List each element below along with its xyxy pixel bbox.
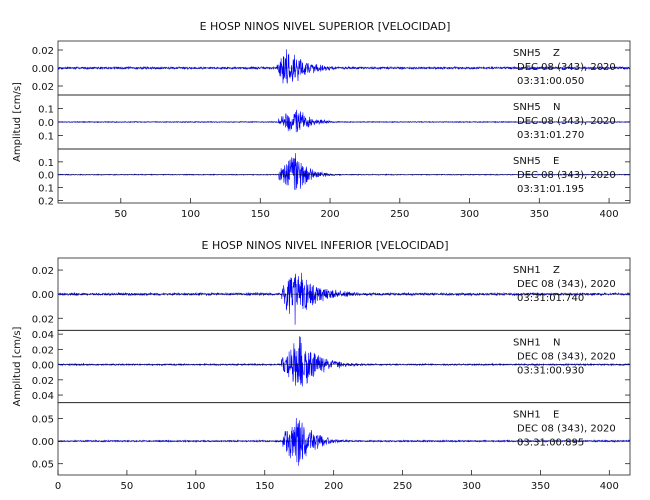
panel-2: E HOSP NINOS NIVEL INFERIOR [VELOCIDAD] A…: [12, 239, 631, 492]
x-tick-label: 300: [460, 209, 479, 220]
x-tick-label: 250: [390, 209, 409, 220]
trace-snh1-n: 0.04 0.02 0.00 0.02 0.04 SNH1 N DEC 08 (343), 2…: [32, 329, 631, 404]
y-tick-label: 0.02: [32, 82, 54, 93]
station-label: SNH1: [513, 265, 541, 276]
y-tick-label: 0.05: [32, 460, 54, 471]
time-label: 03:31:01.270: [517, 130, 584, 141]
x-tick-label: 300: [462, 481, 481, 492]
x-tick-label: 50: [114, 209, 127, 220]
trace-frame: [57, 402, 631, 476]
date-label: DEC 08 (343), 2020: [517, 170, 616, 181]
station-label: SNH1: [513, 410, 541, 421]
station-label: SNH5: [513, 102, 541, 113]
y-tick-label: 0.0: [38, 171, 54, 182]
trace-snh5-z: 0.02 0.00 0.02 SNH5 Z DEC 08 (343), 2020 03:31…: [32, 40, 631, 96]
date-label: DEC 08 (343), 2020: [517, 62, 616, 73]
y-tick-label: 0.1: [38, 105, 54, 116]
x-tick-label: 350: [531, 481, 550, 492]
time-label: 03:31:00.895: [517, 438, 584, 449]
station-label: SNH5: [513, 48, 541, 59]
y-axis-label: Amplitud [cm/s]: [12, 82, 23, 162]
date-label: DEC 08 (343), 2020: [517, 351, 616, 362]
x-tick-label: 350: [530, 209, 549, 220]
x-tick-label: 100: [181, 209, 200, 220]
station-label: SNH1: [513, 337, 541, 348]
component-label: Z: [553, 48, 560, 59]
component-label: E: [553, 410, 559, 421]
y-tick-label: 0.1: [38, 184, 54, 195]
x-tick-label: 0: [55, 481, 61, 492]
y-tick-label: 0.00: [32, 290, 54, 301]
y-tick-label: 0.02: [32, 376, 54, 387]
x-tick-label: 100: [186, 481, 205, 492]
station-label: SNH5: [513, 156, 541, 167]
time-label: 03:31:01.195: [517, 184, 584, 195]
trace-snh1-e: 0.05 0.00 0.05 SNH1 E DEC 08 (343), 2020 03:31…: [32, 402, 631, 476]
trace-frame: [57, 148, 631, 204]
time-label: 03:31:00.930: [517, 365, 584, 376]
x-tick-label: 50: [121, 481, 134, 492]
x-tick-label: 400: [600, 481, 619, 492]
y-tick-label: 0.0: [38, 118, 54, 129]
trace-snh1-z: 0.02 0.00 0.02 SNH1 Z DEC 08 (343), 2020 03:31…: [32, 257, 631, 331]
y-tick-label: 0.1: [38, 158, 54, 169]
y-tick-label: 0.00: [32, 361, 54, 372]
date-label: DEC 08 (343), 2020: [517, 116, 616, 127]
component-label: N: [553, 337, 560, 348]
chart-title: E HOSP NINOS NIVEL INFERIOR [VELOCIDAD]: [202, 239, 449, 252]
y-tick-label: 0.04: [32, 330, 54, 341]
y-tick-label: 0.02: [32, 266, 54, 277]
y-tick-label: 0.02: [32, 314, 54, 325]
y-tick-label: 0.00: [32, 64, 54, 75]
time-label: 03:31:00.050: [517, 76, 584, 87]
y-tick-label: 0.1: [38, 132, 54, 143]
y-tick-label: 0.00: [32, 437, 54, 448]
trace-snh5-n: 0.1 0.0 0.1 SNH5 N DEC 08 (343), 2020 03:31:01…: [38, 94, 631, 150]
date-label: DEC 08 (343), 2020: [517, 424, 616, 435]
x-axis: 50 100 150 200 250 300 350 400: [114, 198, 619, 220]
x-tick-label: 400: [600, 209, 619, 220]
panel-1: E HOSP NINOS NIVEL SUPERIOR [VELOCIDAD] A…: [12, 20, 631, 220]
y-tick-label: 0.05: [32, 414, 54, 425]
x-tick-label: 250: [393, 481, 412, 492]
y-tick-label: 0.02: [32, 345, 54, 356]
x-tick-label: 200: [324, 481, 343, 492]
date-label: DEC 08 (343), 2020: [517, 279, 616, 290]
y-axis-label: Amplitud [cm/s]: [12, 326, 23, 406]
x-tick-label: 150: [251, 209, 270, 220]
component-label: E: [553, 156, 559, 167]
component-label: Z: [553, 265, 560, 276]
x-tick-label: 150: [255, 481, 274, 492]
x-axis: 0 50 100 150 200 250 300 350 400: [55, 470, 619, 492]
y-tick-label: 0.04: [32, 391, 54, 402]
time-label: 03:31:01.740: [517, 293, 584, 304]
chart-title: E HOSP NINOS NIVEL SUPERIOR [VELOCIDAD]: [200, 20, 451, 33]
x-tick-label: 200: [321, 209, 340, 220]
component-label: N: [553, 102, 560, 113]
y-tick-label: 0.02: [32, 46, 54, 57]
y-tick-label: 0.2: [38, 196, 54, 207]
